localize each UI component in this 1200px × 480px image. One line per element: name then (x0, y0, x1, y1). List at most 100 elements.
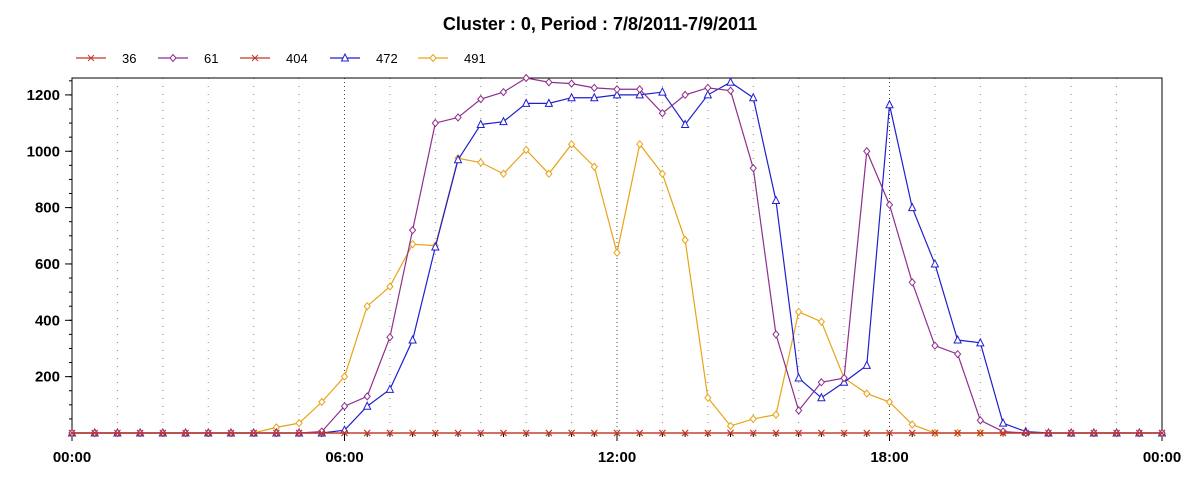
data-point (908, 429, 916, 437)
legend-label: 36 (122, 51, 136, 66)
data-point (635, 89, 645, 99)
data-point (726, 421, 735, 431)
data-point (362, 401, 372, 410)
data-point (545, 77, 553, 87)
data-point (590, 83, 598, 93)
data-point (114, 429, 121, 437)
data-point (976, 416, 984, 425)
data-point (340, 401, 349, 411)
data-point (499, 87, 508, 97)
data-point (409, 429, 416, 437)
series-layer (67, 73, 1167, 438)
legend-label: 491 (464, 51, 486, 66)
data-point (477, 158, 485, 167)
data-point (726, 77, 735, 86)
data-point (590, 429, 598, 437)
data-point (544, 98, 554, 107)
data-point (658, 108, 667, 118)
data-point (318, 429, 326, 437)
data-point (590, 162, 598, 172)
data-point (1045, 429, 1052, 437)
data-point (1158, 429, 1166, 437)
data-point (1113, 429, 1120, 437)
data-point (636, 429, 644, 437)
data-point (431, 241, 440, 251)
data-point (250, 429, 258, 437)
data-point (613, 429, 621, 437)
data-point (885, 99, 894, 109)
data-point (340, 372, 349, 381)
data-point (251, 54, 259, 62)
data-point (863, 389, 871, 398)
data-point (817, 378, 826, 387)
data-point (91, 429, 99, 437)
data-point (341, 429, 348, 437)
series-491 (68, 139, 1166, 438)
series-404 (68, 429, 1166, 437)
data-point (862, 360, 872, 369)
data-point (795, 307, 803, 317)
data-point (340, 52, 350, 62)
data-point (477, 94, 485, 104)
data-point (1022, 429, 1030, 437)
data-point (1067, 429, 1075, 437)
data-point (613, 85, 621, 94)
data-point (613, 248, 621, 257)
data-point (522, 145, 530, 155)
data-point (589, 92, 599, 102)
data-point (704, 429, 712, 437)
x-tick-label: 06:00 (325, 449, 363, 466)
data-point (476, 119, 486, 128)
data-point (658, 169, 667, 179)
data-point (658, 86, 667, 96)
data-point (499, 116, 508, 126)
data-point (681, 90, 689, 100)
data-point (431, 118, 439, 128)
data-point (182, 429, 189, 437)
legend-item-491: 491 (418, 51, 486, 66)
data-point (636, 85, 644, 94)
legend-item-36: 36 (76, 51, 136, 66)
data-point (453, 154, 463, 164)
data-point (771, 195, 781, 205)
data-point (612, 89, 622, 99)
data-point (659, 429, 666, 437)
data-point (795, 406, 803, 415)
data-point (840, 429, 848, 437)
data-point (749, 429, 757, 437)
data-point (772, 330, 780, 339)
data-point (863, 429, 871, 437)
legend-label: 404 (286, 51, 308, 66)
data-point (703, 89, 713, 99)
data-point (408, 225, 417, 235)
legend-label: 472 (376, 51, 398, 66)
data-point (567, 79, 576, 88)
data-point (818, 429, 825, 437)
axes (65, 77, 1163, 441)
data-point (295, 429, 303, 437)
data-point (408, 334, 417, 344)
x-tick-label: 18:00 (870, 449, 908, 466)
data-point (931, 341, 939, 350)
data-point (908, 277, 916, 287)
data-point (204, 429, 212, 437)
data-point (295, 418, 303, 428)
data-point (931, 429, 939, 437)
data-point (999, 429, 1007, 437)
x-tick-label: 00:00 (53, 449, 91, 466)
data-point (681, 429, 689, 437)
data-point (545, 429, 553, 437)
data-point (680, 119, 690, 128)
data-point (863, 146, 871, 156)
data-point (385, 384, 395, 393)
data-point (408, 239, 417, 249)
data-point (431, 429, 439, 437)
data-point (794, 372, 803, 382)
data-point (429, 53, 437, 63)
legend: 36 61 404 472 491 (76, 51, 486, 66)
data-point (454, 113, 462, 122)
data-point (1090, 429, 1098, 437)
data-point (386, 332, 394, 342)
data-point (908, 420, 916, 429)
